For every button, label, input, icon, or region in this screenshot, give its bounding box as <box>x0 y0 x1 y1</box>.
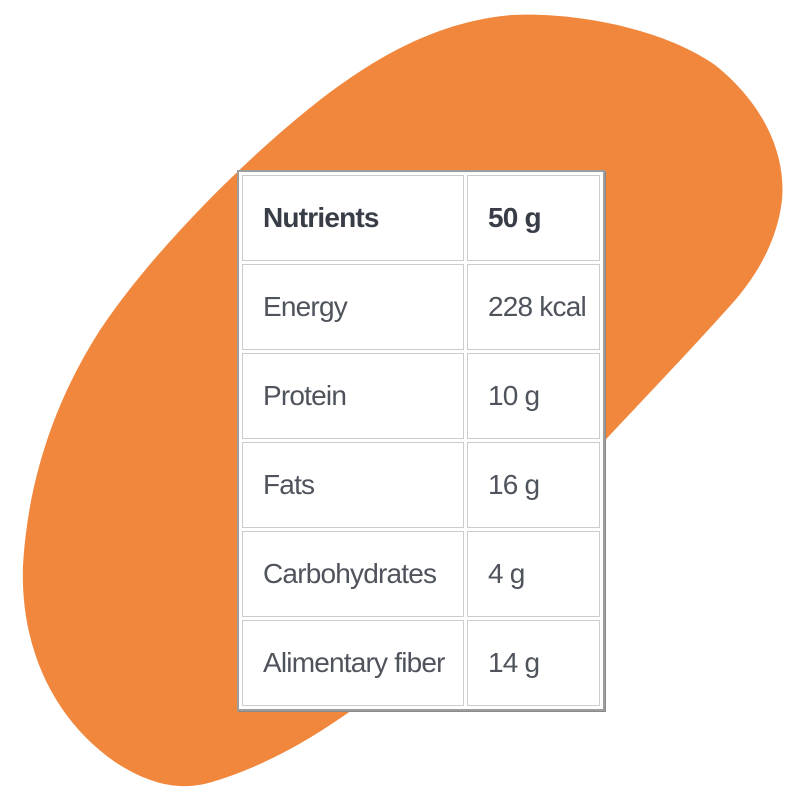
nutrition-table: Nutrients 50 g Energy 228 kcal Protein 1… <box>237 170 605 711</box>
nutrient-value: 228 kcal <box>467 264 600 350</box>
nutrient-label: Carbohydrates <box>242 531 464 617</box>
table-row-fats: Fats 16 g <box>242 442 600 528</box>
table-row-carbohydrates: Carbohydrates 4 g <box>242 531 600 617</box>
nutrient-label: Protein <box>242 353 464 439</box>
nutrient-label: Energy <box>242 264 464 350</box>
nutrient-value: 14 g <box>467 620 600 706</box>
table-row-protein: Protein 10 g <box>242 353 600 439</box>
table-row-alimentary-fiber: Alimentary fiber 14 g <box>242 620 600 706</box>
table-header-row: Nutrients 50 g <box>242 175 600 261</box>
nutrient-value: 10 g <box>467 353 600 439</box>
header-nutrients-label: Nutrients <box>242 175 464 261</box>
nutrient-value: 16 g <box>467 442 600 528</box>
table-row-energy: Energy 228 kcal <box>242 264 600 350</box>
nutrient-label: Alimentary fiber <box>242 620 464 706</box>
nutrient-value: 4 g <box>467 531 600 617</box>
header-serving-size: 50 g <box>467 175 600 261</box>
nutrient-label: Fats <box>242 442 464 528</box>
